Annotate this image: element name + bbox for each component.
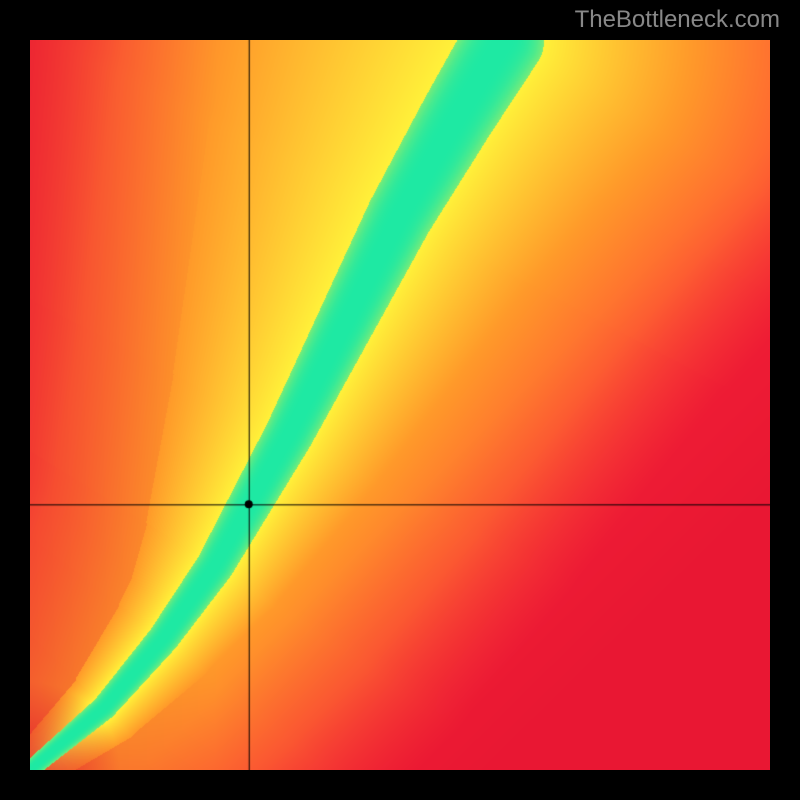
heatmap-plot (30, 40, 770, 770)
watermark-text: TheBottleneck.com (575, 6, 780, 34)
chart-container: TheBottleneck.com (0, 0, 800, 800)
